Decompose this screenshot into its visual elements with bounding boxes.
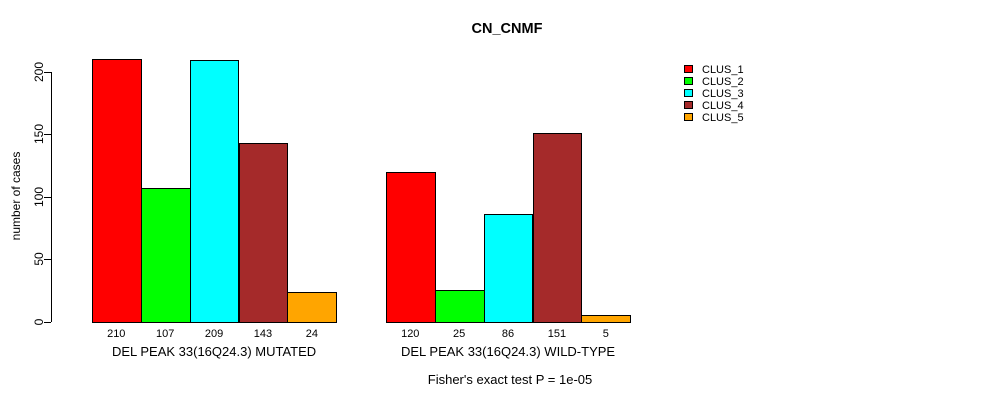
bar-value-label: 24 [305,328,318,340]
legend-label: CLUS_5 [702,111,744,124]
chart-title: CN_CNMF [471,21,543,37]
bar-value-label: 143 [253,328,273,340]
y-tick-label: 100 [32,186,46,207]
bar-value-label: 5 [602,328,609,340]
legend-label: CLUS_3 [702,87,744,100]
y-tick-label: 50 [32,252,46,266]
y-tick-mark [44,196,51,198]
bar-value-label: 210 [107,328,126,340]
bar-clus_2 [140,187,191,323]
y-axis-line [51,71,52,322]
y-tick-mark [44,321,51,323]
bar-value-label: 151 [547,328,567,340]
legend-swatch-icon [684,113,693,121]
bar-clus_5 [287,291,338,323]
bar-clus_3 [483,214,534,323]
y-tick-mark [44,134,51,135]
legend-swatch-icon [684,77,693,85]
bar-value-label: 120 [401,328,420,340]
legend-swatch-icon [684,65,693,73]
bar-clus_4 [238,142,289,323]
fisher-test-annotation: Fisher's exact test P = 1e-05 [427,372,593,387]
group-label: DEL PEAK 33(16Q24.3) MUTATED [111,344,317,359]
legend-label: CLUS_2 [702,75,744,88]
y-tick-label: 200 [32,61,46,82]
legend-label: CLUS_4 [702,99,744,112]
bar-clus_2 [434,290,485,323]
legend-swatch-icon [684,89,693,97]
bar-value-label: 107 [155,328,175,340]
bar-value-label: 25 [453,328,466,340]
y-tick-mark [44,259,51,260]
y-tick-label: 150 [32,123,46,145]
bar-clus_3 [189,60,240,323]
y-tick-label: 0 [32,318,46,325]
y-axis-label: number of cases [9,151,23,241]
group-label: DEL PEAK 33(16Q24.3) WILD-TYPE [400,344,616,359]
bar-value-label: 209 [204,328,224,340]
bar-value-label: 86 [501,328,515,340]
bar-clus_4 [532,132,583,323]
legend-swatch-icon [684,101,693,109]
bar-clus_1 [91,59,142,323]
y-tick-mark [44,71,51,73]
legend-label: CLUS_1 [702,63,744,76]
bar-clus_1 [385,171,436,323]
bar-clus_5 [581,315,632,323]
